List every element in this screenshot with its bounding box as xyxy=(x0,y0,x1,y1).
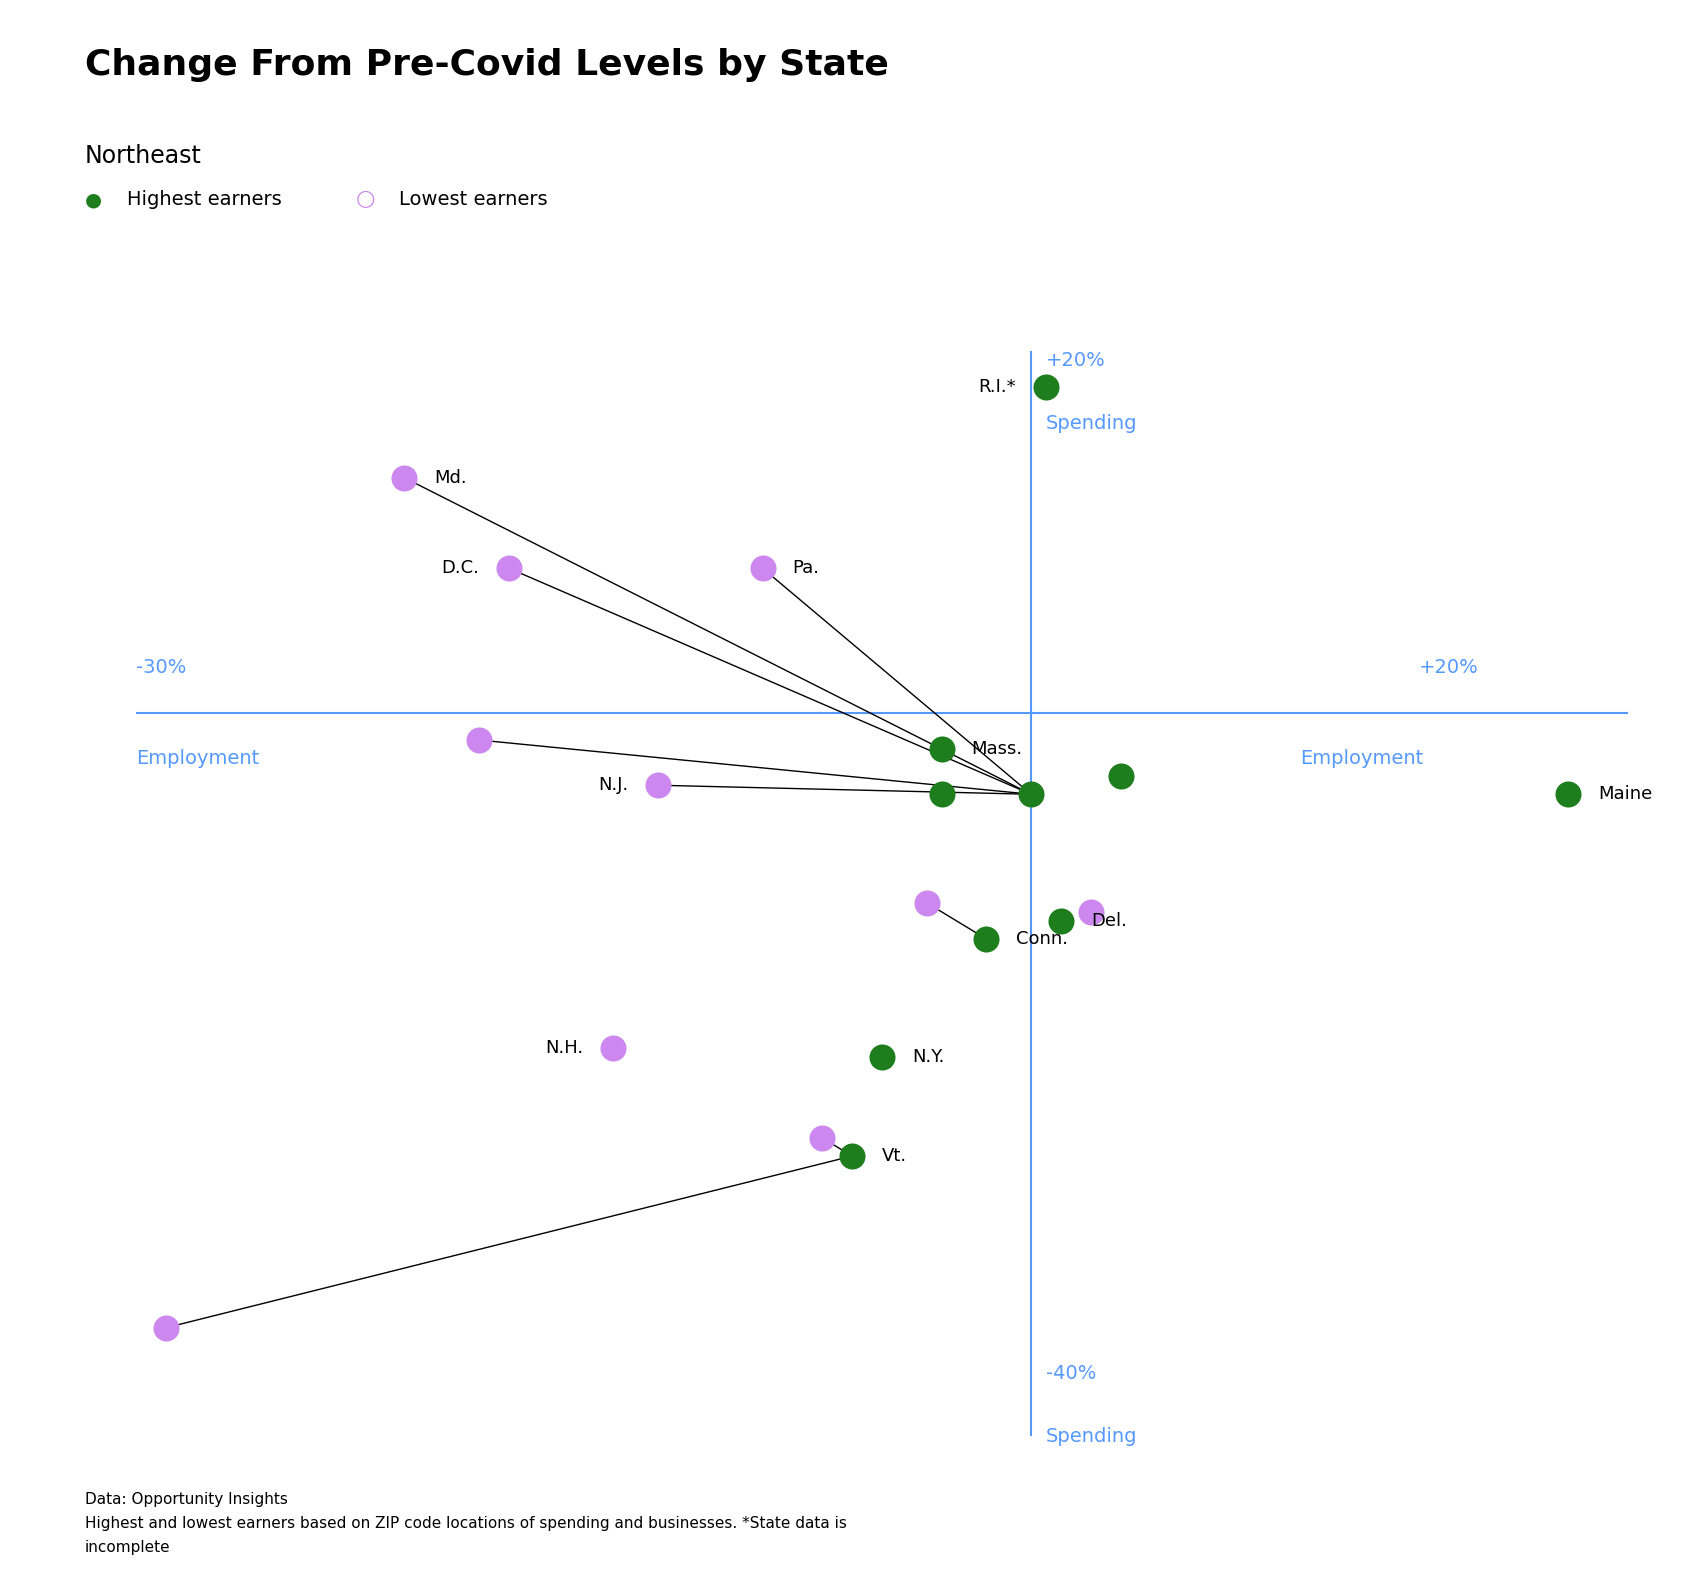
Point xyxy=(1555,782,1582,808)
Text: D.C.: D.C. xyxy=(441,559,478,578)
Text: incomplete: incomplete xyxy=(85,1540,170,1555)
Text: -40%: -40% xyxy=(1046,1365,1097,1384)
Text: Spending: Spending xyxy=(1046,415,1138,434)
Text: Data: Opportunity Insights: Data: Opportunity Insights xyxy=(85,1492,288,1507)
Text: Mass.: Mass. xyxy=(972,741,1023,758)
Point xyxy=(928,736,955,761)
Text: +20%: +20% xyxy=(1046,351,1106,370)
Point xyxy=(928,782,955,808)
Point xyxy=(1048,908,1075,934)
Text: Md.: Md. xyxy=(434,469,466,487)
Text: Highest earners: Highest earners xyxy=(127,190,282,209)
Point xyxy=(390,464,417,490)
Text: -30%: -30% xyxy=(136,658,187,677)
Text: R.I.*: R.I.* xyxy=(979,378,1016,396)
Text: +20%: +20% xyxy=(1420,658,1479,677)
Point xyxy=(495,555,522,581)
Point xyxy=(974,926,1001,951)
Text: N.H.: N.H. xyxy=(546,1039,583,1057)
Text: Lowest earners: Lowest earners xyxy=(399,190,548,209)
Point xyxy=(750,555,777,581)
Text: Conn.: Conn. xyxy=(1016,930,1068,948)
Text: Maine: Maine xyxy=(1598,785,1652,803)
Text: Northeast: Northeast xyxy=(85,144,202,168)
Point xyxy=(809,1125,836,1151)
Point xyxy=(600,1034,628,1060)
Text: N.J.: N.J. xyxy=(599,776,628,795)
Point xyxy=(1018,782,1045,808)
Text: Vt.: Vt. xyxy=(882,1148,907,1165)
Point xyxy=(1077,899,1104,924)
Text: Change From Pre-Covid Levels by State: Change From Pre-Covid Levels by State xyxy=(85,48,889,81)
Text: ○: ○ xyxy=(356,190,375,209)
Point xyxy=(838,1143,865,1168)
Point xyxy=(1107,763,1135,788)
Point xyxy=(868,1044,895,1069)
Text: Employment: Employment xyxy=(1299,749,1423,768)
Point xyxy=(153,1315,180,1341)
Point xyxy=(1033,375,1060,401)
Text: Employment: Employment xyxy=(136,749,259,768)
Text: ●: ● xyxy=(85,190,102,209)
Text: Pa.: Pa. xyxy=(792,559,819,578)
Point xyxy=(644,772,672,798)
Text: N.Y.: N.Y. xyxy=(912,1047,945,1066)
Text: Spending: Spending xyxy=(1046,1427,1138,1446)
Point xyxy=(912,891,940,916)
Text: Highest and lowest earners based on ZIP code locations of spending and businesse: Highest and lowest earners based on ZIP … xyxy=(85,1516,846,1531)
Point xyxy=(465,728,492,753)
Text: Del.: Del. xyxy=(1091,911,1126,930)
